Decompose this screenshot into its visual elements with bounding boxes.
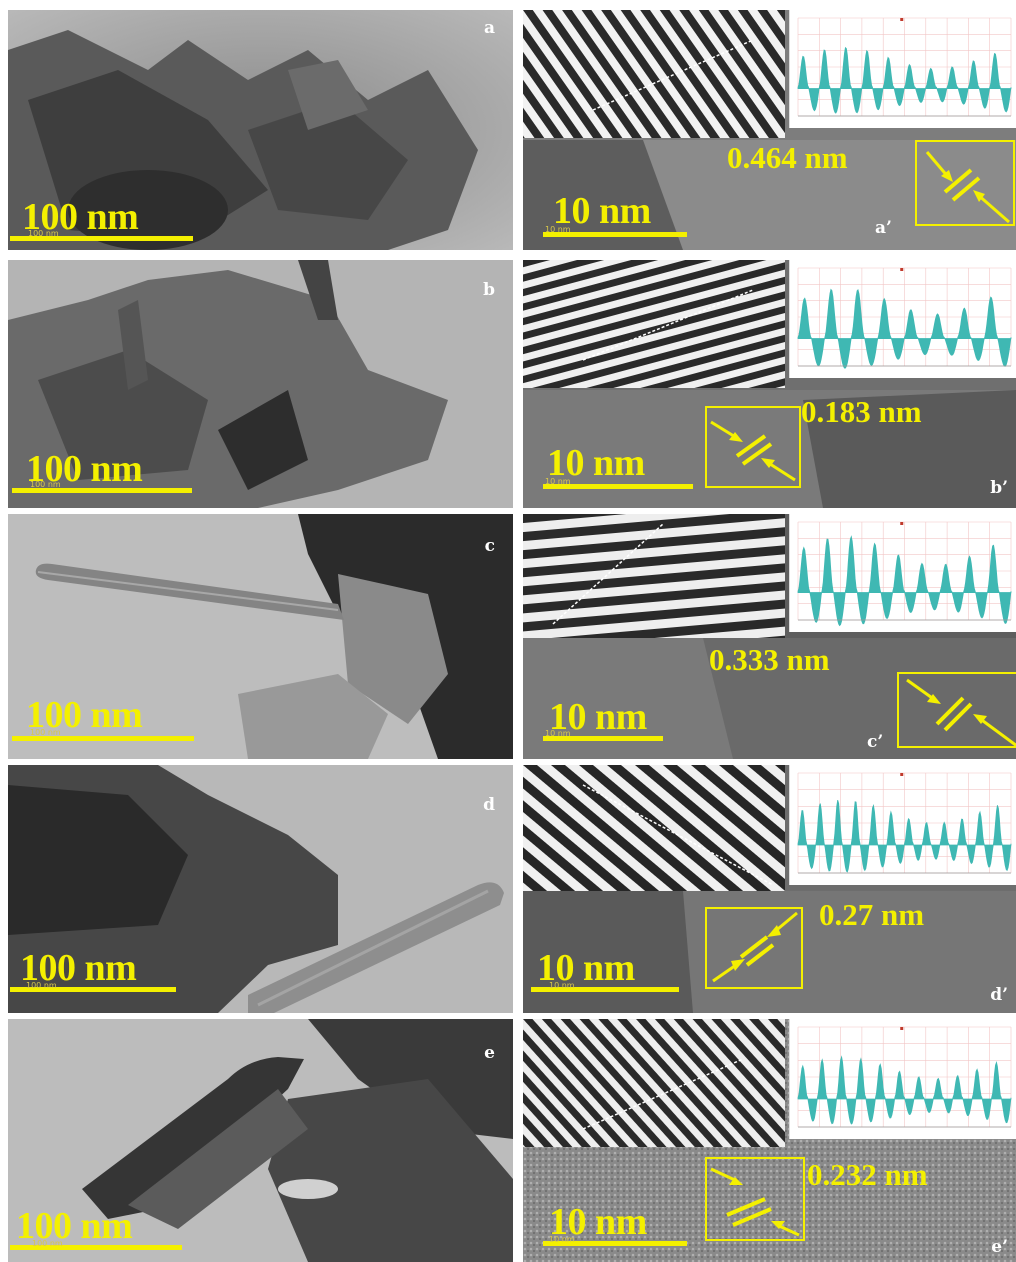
- d-spacing-label-b: 0.183 nm: [801, 394, 922, 429]
- scale-bar-c: [12, 736, 194, 741]
- hrtem-image-a-prime: 0.464 nm 10 nm 10 nm a’: [523, 10, 1016, 250]
- lattice-marker-box-b: [705, 406, 801, 488]
- fringe-pattern-a: [523, 10, 785, 138]
- intensity-profile-e: [789, 1019, 1016, 1139]
- lattice-marker-box-c: [897, 672, 1016, 748]
- tiny-scale-label-e-prime: 10 nm: [549, 1235, 575, 1244]
- d-spacing-label-d: 0.27 nm: [819, 897, 925, 932]
- panel-label-c: c: [484, 536, 495, 556]
- scale-bar-a: [10, 236, 193, 241]
- scale-bar-label-a: 100 nm: [22, 196, 139, 238]
- tem-micrograph-e: [8, 1019, 513, 1262]
- panel-label-d-prime: d’: [990, 985, 1008, 1005]
- hrtem-image-d-prime: 0.27 nm 10 nm 10 nm d’: [523, 765, 1016, 1013]
- scale-bar-label-a-prime: 10 nm: [553, 190, 651, 232]
- scale-bar-label-d-prime: 10 nm: [537, 947, 635, 989]
- d-spacing-label-e: 0.232 nm: [807, 1157, 928, 1192]
- intensity-profile-d: [789, 765, 1016, 885]
- tiny-scale-label-c-prime: 10 nm: [545, 729, 571, 738]
- tiny-scale-label-e: 100 nm: [32, 1239, 63, 1248]
- lattice-marker-box-a: [915, 140, 1015, 226]
- fringe-pattern-c: [523, 514, 785, 638]
- tiny-scale-label-a: 100 nm: [28, 229, 59, 238]
- fringe-pattern-b: [523, 260, 785, 388]
- profile-marker: [900, 18, 904, 21]
- scale-bar-d-prime: [531, 987, 679, 992]
- panel-label-a: a: [483, 18, 495, 38]
- profile-marker: [900, 522, 904, 525]
- intensity-profile-c: [789, 514, 1016, 632]
- tem-micrograph-b: [8, 260, 513, 508]
- scale-bar-b: [12, 488, 192, 493]
- tiny-scale-label-b: 100 nm: [30, 480, 61, 489]
- scale-bar-c-prime: [543, 736, 663, 741]
- panel-label-d: d: [483, 795, 495, 815]
- intensity-profile-trace: [797, 1055, 1012, 1125]
- scale-bar-label-b-prime: 10 nm: [547, 442, 645, 484]
- d-spacing-label-a: 0.464 nm: [727, 140, 848, 175]
- tem-image-a: a 100 nm 100 nm: [8, 10, 513, 250]
- panel-label-b-prime: b’: [990, 478, 1008, 498]
- profile-marker: [900, 1027, 904, 1030]
- intensity-profile-a: [789, 10, 1016, 128]
- panel-label-e-prime: e’: [991, 1237, 1008, 1257]
- tiny-scale-label-b-prime: 10 nm: [545, 477, 571, 486]
- panel-label-a-prime: a’: [875, 218, 892, 238]
- intensity-profile-b: [789, 260, 1016, 378]
- tem-micrograph-d: [8, 765, 513, 1013]
- tem-micrograph-c: [8, 514, 513, 759]
- hrtem-image-c-prime: 0.333 nm 10 nm 10 nm c’: [523, 514, 1016, 759]
- scale-bar-e-prime: [543, 1241, 687, 1246]
- tem-micrograph-a: [8, 10, 513, 250]
- tem-image-c: c 100 nm 100 nm: [8, 514, 513, 759]
- tem-image-d: d 100 nm 100 nm: [8, 765, 513, 1013]
- intensity-profile-trace: [797, 799, 1012, 873]
- tem-image-e: e 100 nm 100 nm: [8, 1019, 513, 1262]
- scale-bar-b-prime: [543, 484, 693, 489]
- hrtem-image-e-prime: 0.232 nm 10 nm 10 nm e’: [523, 1019, 1016, 1262]
- scale-bar-label-c: 100 nm: [26, 694, 143, 736]
- d-spacing-label-c: 0.333 nm: [709, 642, 830, 677]
- tiny-scale-label-d-prime: 10 nm: [549, 981, 575, 990]
- tem-image-b: b 100 nm 100 nm: [8, 260, 513, 508]
- scale-bar-label-c-prime: 10 nm: [549, 696, 647, 738]
- intensity-profile-trace: [797, 46, 1012, 114]
- scale-bar-a-prime: [543, 232, 687, 237]
- intensity-profile-trace: [797, 535, 1012, 627]
- profile-marker: [900, 268, 904, 271]
- panel-label-e: e: [484, 1043, 495, 1063]
- tiny-scale-label-d: 100 nm: [26, 981, 57, 990]
- panel-label-b: b: [483, 280, 495, 300]
- scale-bar-label-e-prime: 10 nm: [549, 1201, 647, 1243]
- profile-marker: [900, 773, 904, 776]
- hrtem-image-b-prime: 0.183 nm 10 nm 10 nm b’: [523, 260, 1016, 508]
- panel-label-c-prime: c’: [867, 732, 884, 752]
- scale-bar-d: [10, 987, 176, 992]
- lattice-marker-box-e: [705, 1157, 805, 1241]
- intensity-profile-trace: [797, 288, 1012, 369]
- scale-bar-label-d: 100 nm: [20, 947, 137, 989]
- fringe-pattern-d: [523, 765, 785, 891]
- scale-bar-label-e: 100 nm: [16, 1205, 133, 1247]
- scale-bar-e: [10, 1245, 182, 1250]
- scale-bar-label-b: 100 nm: [26, 448, 143, 490]
- fringe-pattern-e: [523, 1019, 785, 1147]
- lattice-marker-box-d: [705, 907, 803, 989]
- tiny-scale-label-a-prime: 10 nm: [545, 225, 571, 234]
- tiny-scale-label-c: 100 nm: [30, 728, 61, 737]
